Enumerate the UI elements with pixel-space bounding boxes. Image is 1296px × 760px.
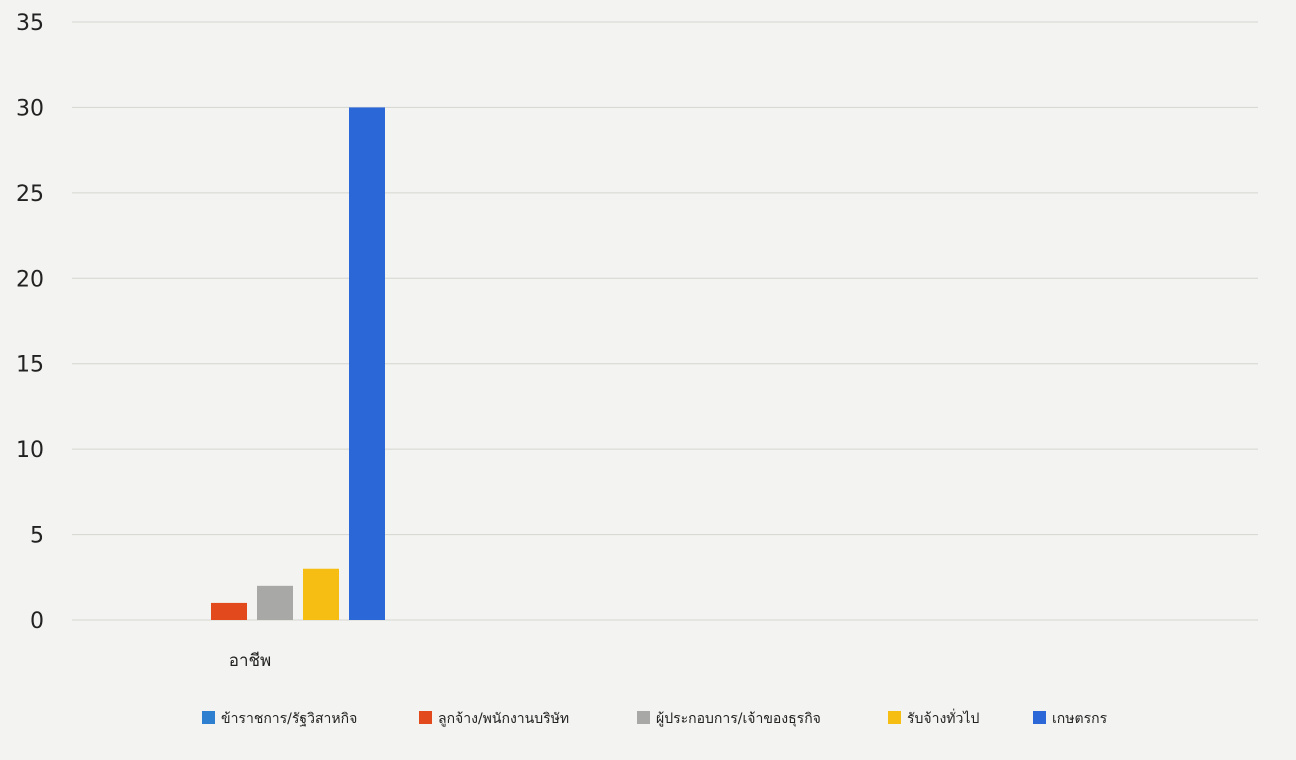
grid-lines <box>72 21 1258 621</box>
bar <box>349 107 385 620</box>
y-tick-label: 20 <box>16 267 44 292</box>
legend-swatch <box>1033 711 1046 724</box>
legend-swatch <box>419 711 432 724</box>
bar <box>303 568 339 620</box>
legend-label: รับจ้างทั่วไป <box>907 709 979 727</box>
y-tick-label: 25 <box>16 182 44 207</box>
legend-swatch <box>202 711 215 724</box>
legend-label: ลูกจ้าง/พนักงานบริษัท <box>438 711 569 727</box>
y-tick-label: 35 <box>16 11 44 36</box>
bar <box>211 602 247 620</box>
y-tick-label: 5 <box>30 524 44 549</box>
legend-label: ข้าราชการ/รัฐวิสาหกิจ <box>221 711 357 727</box>
y-tick-label: 0 <box>30 609 44 634</box>
legend-label: ผู้ประกอบการ/เจ้าของธุรกิจ <box>656 711 821 727</box>
bars <box>211 107 385 620</box>
legend-swatch <box>637 711 650 724</box>
y-tick-label: 30 <box>16 96 44 121</box>
legend: ข้าราชการ/รัฐวิสาหกิจ ลูกจ้าง/พนักงานบริษ… <box>202 709 1108 727</box>
y-axis-ticks: 0 5 10 15 20 25 30 35 <box>16 11 44 634</box>
y-tick-label: 10 <box>16 438 44 463</box>
x-tick-label: อาชีพ <box>229 651 272 671</box>
legend-label: เกษตรกร <box>1052 711 1108 727</box>
x-axis-ticks: อาชีพ <box>229 651 272 671</box>
legend-swatch <box>888 711 901 724</box>
y-tick-label: 15 <box>16 353 44 378</box>
bar <box>257 585 293 620</box>
